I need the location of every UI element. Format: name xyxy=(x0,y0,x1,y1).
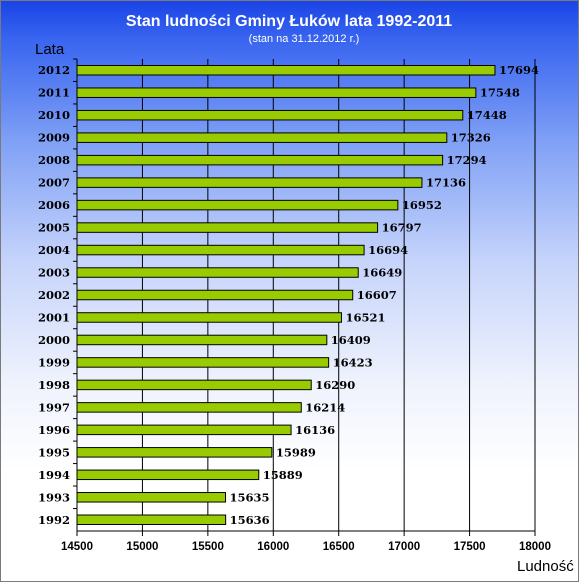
bar-2000 xyxy=(76,334,328,346)
value-label: 16694 xyxy=(368,243,408,257)
value-label: 17294 xyxy=(447,153,487,167)
x-tick-label: 17500 xyxy=(454,541,486,553)
category-label: 2011 xyxy=(38,86,70,100)
bar-1992 xyxy=(76,514,227,526)
category-label: 2002 xyxy=(38,288,70,302)
bar-2002 xyxy=(76,289,354,301)
value-label: 15989 xyxy=(276,445,316,459)
value-label: 17326 xyxy=(451,131,491,145)
value-label: 16521 xyxy=(345,310,385,324)
value-label: 17694 xyxy=(499,63,539,77)
category-label: 2001 xyxy=(38,310,70,324)
value-label: 17136 xyxy=(426,176,466,190)
value-label: 16952 xyxy=(402,198,442,212)
x-tick-label: 18000 xyxy=(519,541,551,553)
category-label: 2004 xyxy=(38,243,70,257)
x-tick-label: 15000 xyxy=(126,541,158,553)
bar-1997 xyxy=(76,402,302,413)
bar-2007 xyxy=(76,177,423,188)
category-label: 1995 xyxy=(38,445,70,459)
value-label: 15636 xyxy=(230,513,270,527)
bar-2009 xyxy=(76,132,448,143)
bar-2003 xyxy=(76,267,359,278)
bar-1994 xyxy=(76,469,260,481)
category-label: 1999 xyxy=(38,355,70,369)
category-label: 2007 xyxy=(38,176,70,190)
bar-1996 xyxy=(76,424,292,436)
category-label: 2012 xyxy=(38,63,70,77)
bar-1999 xyxy=(76,357,330,368)
x-tick-label: 16500 xyxy=(323,541,355,553)
category-label: 1994 xyxy=(38,468,70,482)
category-label: 2003 xyxy=(38,266,70,280)
category-label: 2000 xyxy=(38,333,70,347)
bar-1998 xyxy=(76,379,312,391)
bar-2011 xyxy=(76,87,477,98)
category-label: 1998 xyxy=(38,378,70,392)
value-label: 16136 xyxy=(295,423,335,437)
x-tick-label: 17000 xyxy=(388,541,420,553)
category-label: 1997 xyxy=(38,400,70,414)
bar-2012 xyxy=(76,64,496,76)
value-label: 16649 xyxy=(362,266,402,280)
x-axis-title: Ludność xyxy=(517,558,574,575)
bar-2006 xyxy=(76,199,399,211)
category-label: 2009 xyxy=(38,131,70,145)
value-label: 17548 xyxy=(480,86,520,100)
value-label: 15889 xyxy=(263,468,303,482)
category-label: 2005 xyxy=(38,221,70,235)
bar-2004 xyxy=(76,244,365,256)
value-label: 16797 xyxy=(382,221,422,235)
value-label: 16423 xyxy=(333,355,373,369)
x-tick-label: 14500 xyxy=(61,541,93,553)
chart-title: Stan ludności Gminy Łuków lata 1992-2011 xyxy=(126,13,452,30)
plot-area: 14500 15000 15500 16000 16500 17000 17500 18000… xyxy=(38,58,551,553)
value-label: 15635 xyxy=(230,490,270,504)
value-label: 16607 xyxy=(357,288,397,302)
category-label: 2008 xyxy=(38,153,70,167)
bar-2001 xyxy=(76,312,342,323)
value-label: 16290 xyxy=(315,378,355,392)
y-axis-title: Lata xyxy=(35,41,65,58)
bar-2008 xyxy=(76,154,444,166)
value-label: 16409 xyxy=(331,333,371,347)
bar-2005 xyxy=(76,222,379,233)
x-tick-label: 16000 xyxy=(257,541,289,553)
bar-1993 xyxy=(76,492,227,503)
category-label: 1992 xyxy=(38,513,70,527)
category-label: 2006 xyxy=(38,198,70,212)
value-label: 16214 xyxy=(305,400,345,414)
x-tick-label: 15500 xyxy=(192,541,224,553)
category-label: 1996 xyxy=(38,423,70,437)
category-label: 2010 xyxy=(38,108,70,122)
bar-2010 xyxy=(76,109,464,121)
value-label: 17448 xyxy=(467,108,507,122)
bar-1995 xyxy=(76,447,273,458)
category-label: 1993 xyxy=(38,490,70,504)
chart-subtitle: (stan na 31.12.2012 r.) xyxy=(249,33,360,45)
